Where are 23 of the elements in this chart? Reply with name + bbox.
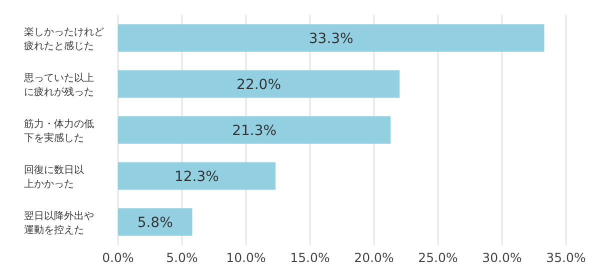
bar [118, 162, 276, 190]
x-tick-label: 15.0% [290, 250, 330, 265]
bar [118, 208, 192, 236]
y-tick-label: 翌日以降外出や運動を控えた [24, 210, 94, 236]
x-tick-label: 35.0% [546, 250, 586, 265]
data-label: 12.3% [174, 169, 219, 185]
x-tick-label: 30.0% [482, 250, 522, 265]
data-label: 5.8% [137, 215, 173, 231]
x-tick-label: 5.0% [166, 250, 198, 265]
bar [118, 24, 544, 52]
y-tick-label: 筋力・体力の低下を実感した [24, 118, 94, 144]
data-label: 21.3% [232, 123, 277, 139]
x-tick-label: 25.0% [418, 250, 458, 265]
data-label: 33.3% [308, 31, 354, 47]
x-tick-label: 0.0% [102, 250, 134, 265]
bar [118, 116, 391, 144]
data-label: 22.0% [236, 77, 282, 93]
y-tick-label: 回復に数日以上かかった [24, 164, 84, 190]
bar [118, 70, 400, 98]
x-tick-label: 10.0% [226, 250, 266, 265]
y-tick-label: 楽しかったけれど疲れたと感じた [24, 26, 104, 52]
y-tick-label: 思っていた以上に疲れが残った [23, 72, 94, 98]
x-tick-label: 20.0% [354, 250, 394, 265]
